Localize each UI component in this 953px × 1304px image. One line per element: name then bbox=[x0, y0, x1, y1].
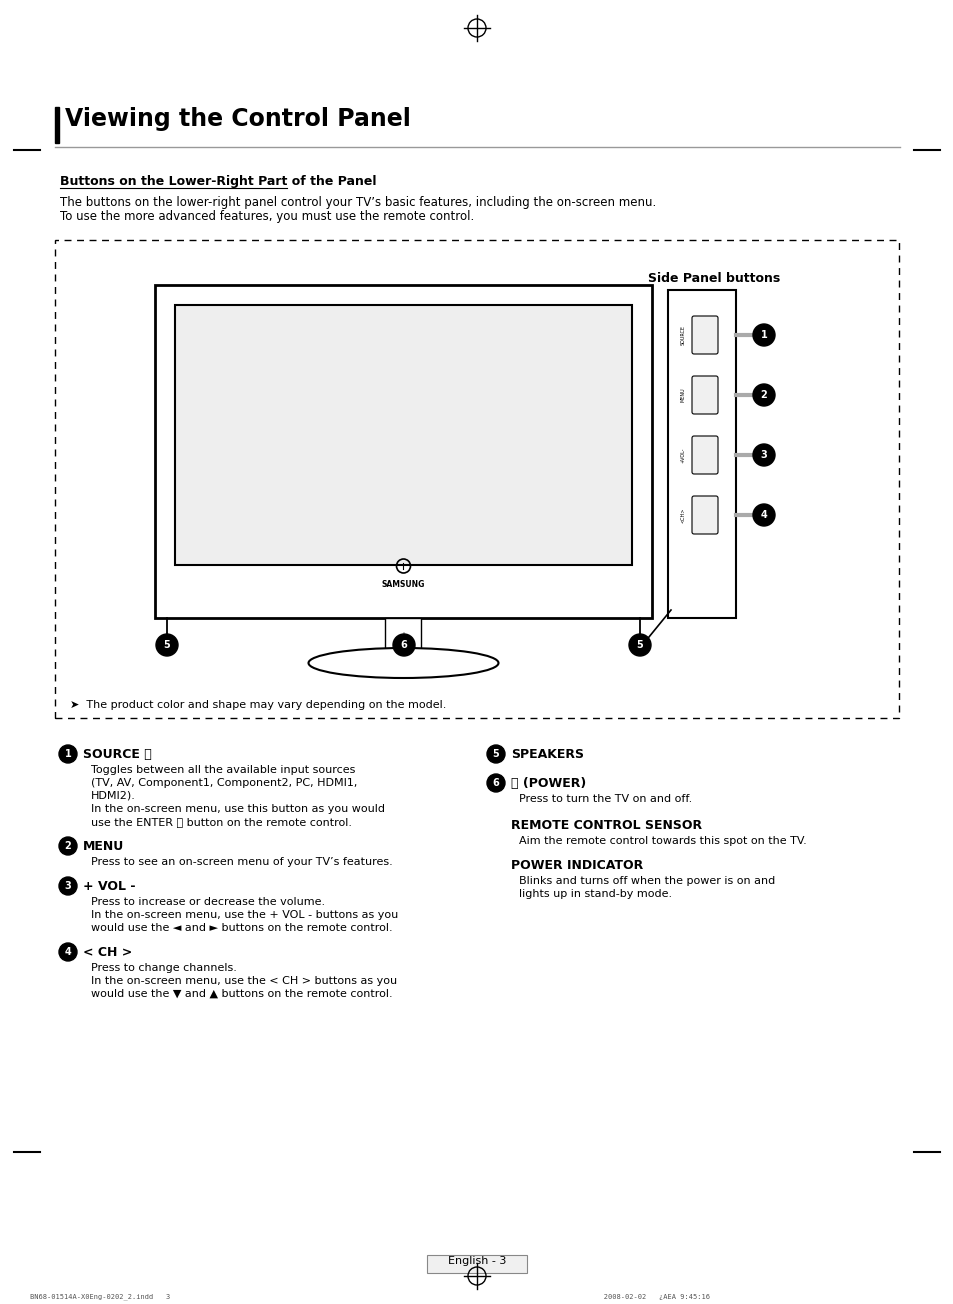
Text: use the ENTER ⎆ button on the remote control.: use the ENTER ⎆ button on the remote con… bbox=[91, 818, 352, 827]
Text: would use the ◄ and ► buttons on the remote control.: would use the ◄ and ► buttons on the rem… bbox=[91, 923, 393, 932]
Ellipse shape bbox=[308, 648, 498, 678]
Text: BN68-01514A-X0Eng-0202_2.indd   3                                               : BN68-01514A-X0Eng-0202_2.indd 3 bbox=[30, 1294, 709, 1300]
Text: 2: 2 bbox=[760, 390, 766, 400]
Text: 1: 1 bbox=[65, 748, 71, 759]
Circle shape bbox=[156, 634, 178, 656]
Text: Side Panel buttons: Side Panel buttons bbox=[647, 273, 780, 286]
Text: ⏻ (POWER): ⏻ (POWER) bbox=[511, 777, 586, 790]
Bar bbox=[174, 305, 631, 565]
Text: SAMSUNG: SAMSUNG bbox=[381, 580, 425, 589]
Text: SOURCE ⎆: SOURCE ⎆ bbox=[83, 748, 152, 762]
Text: 5: 5 bbox=[492, 748, 498, 759]
Circle shape bbox=[393, 634, 415, 656]
Bar bbox=[55, 107, 59, 143]
Text: HDMI2).: HDMI2). bbox=[91, 792, 135, 801]
Text: Toggles between all the available input sources: Toggles between all the available input … bbox=[91, 765, 355, 775]
Bar bbox=[667, 289, 735, 618]
Text: In the on-screen menu, use the + VOL - buttons as you: In the on-screen menu, use the + VOL - b… bbox=[91, 910, 397, 921]
Text: Press to see an on-screen menu of your TV’s features.: Press to see an on-screen menu of your T… bbox=[91, 857, 393, 867]
Text: ➤  The product color and shape may vary depending on the model.: ➤ The product color and shape may vary d… bbox=[70, 700, 446, 709]
Text: 6: 6 bbox=[492, 778, 498, 788]
Text: 5: 5 bbox=[636, 640, 642, 649]
Text: SOURCE: SOURCE bbox=[679, 325, 685, 346]
Text: Press to turn the TV on and off.: Press to turn the TV on and off. bbox=[518, 794, 692, 805]
Circle shape bbox=[752, 443, 774, 466]
Circle shape bbox=[59, 745, 77, 763]
Text: MENU: MENU bbox=[83, 840, 124, 853]
Bar bbox=[154, 286, 651, 618]
Circle shape bbox=[752, 505, 774, 526]
FancyBboxPatch shape bbox=[691, 376, 718, 413]
Text: The buttons on the lower-right panel control your TV’s basic features, including: The buttons on the lower-right panel con… bbox=[60, 196, 656, 209]
FancyBboxPatch shape bbox=[691, 496, 718, 535]
Text: MENU: MENU bbox=[679, 387, 685, 403]
Text: +VOL-: +VOL- bbox=[679, 447, 685, 463]
Text: In the on-screen menu, use this button as you would: In the on-screen menu, use this button a… bbox=[91, 805, 385, 814]
FancyBboxPatch shape bbox=[691, 436, 718, 473]
Bar bbox=[55, 240, 898, 719]
Circle shape bbox=[752, 323, 774, 346]
Text: <CH>: <CH> bbox=[679, 507, 685, 523]
Text: SPEAKERS: SPEAKERS bbox=[511, 748, 583, 762]
Text: would use the ▼ and ▲ buttons on the remote control.: would use the ▼ and ▲ buttons on the rem… bbox=[91, 988, 393, 999]
Bar bbox=[427, 1254, 526, 1273]
Circle shape bbox=[486, 775, 504, 792]
Text: To use the more advanced features, you must use the remote control.: To use the more advanced features, you m… bbox=[60, 210, 474, 223]
Text: 5: 5 bbox=[164, 640, 171, 649]
Text: + VOL -: + VOL - bbox=[83, 880, 135, 893]
Circle shape bbox=[486, 745, 504, 763]
Text: Blinks and turns off when the power is on and: Blinks and turns off when the power is o… bbox=[518, 876, 775, 885]
Circle shape bbox=[59, 943, 77, 961]
FancyBboxPatch shape bbox=[691, 316, 718, 353]
Text: Press to change channels.: Press to change channels. bbox=[91, 962, 236, 973]
Text: In the on-screen menu, use the < CH > buttons as you: In the on-screen menu, use the < CH > bu… bbox=[91, 975, 396, 986]
Text: < CH >: < CH > bbox=[83, 945, 132, 958]
Text: 3: 3 bbox=[65, 882, 71, 891]
Text: lights up in stand-by mode.: lights up in stand-by mode. bbox=[518, 889, 672, 898]
Text: 1: 1 bbox=[760, 330, 766, 340]
Circle shape bbox=[628, 634, 650, 656]
Circle shape bbox=[59, 837, 77, 855]
Text: Viewing the Control Panel: Viewing the Control Panel bbox=[65, 107, 411, 130]
Text: 4: 4 bbox=[65, 947, 71, 957]
Text: Press to increase or decrease the volume.: Press to increase or decrease the volume… bbox=[91, 897, 325, 908]
Text: 6: 6 bbox=[400, 640, 407, 649]
Text: POWER INDICATOR: POWER INDICATOR bbox=[511, 859, 642, 872]
Text: (TV, AV, Component1, Component2, PC, HDMI1,: (TV, AV, Component1, Component2, PC, HDM… bbox=[91, 778, 357, 788]
Text: Aim the remote control towards this spot on the TV.: Aim the remote control towards this spot… bbox=[518, 836, 806, 846]
Text: REMOTE CONTROL SENSOR: REMOTE CONTROL SENSOR bbox=[511, 819, 701, 832]
Bar bbox=[385, 618, 421, 659]
Text: 4: 4 bbox=[760, 510, 766, 520]
Text: 3: 3 bbox=[760, 450, 766, 460]
Text: Buttons on the Lower-Right Part of the Panel: Buttons on the Lower-Right Part of the P… bbox=[60, 175, 376, 188]
Text: 2: 2 bbox=[65, 841, 71, 852]
Circle shape bbox=[752, 383, 774, 406]
Circle shape bbox=[59, 878, 77, 895]
Text: English - 3: English - 3 bbox=[447, 1256, 506, 1266]
